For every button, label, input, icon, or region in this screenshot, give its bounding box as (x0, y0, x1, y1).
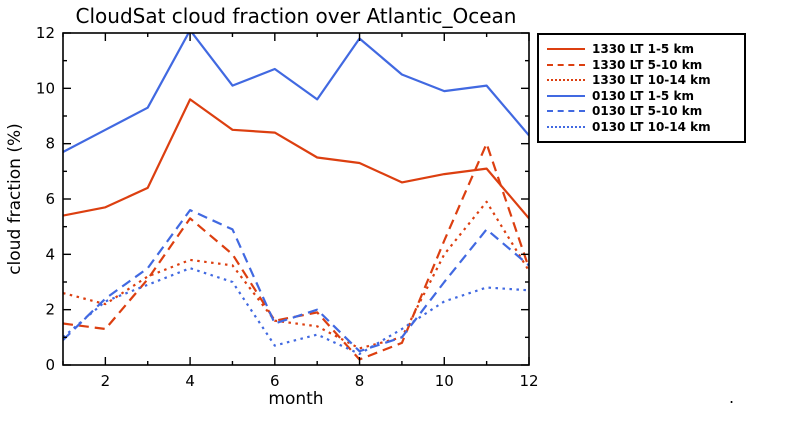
legend-line-sample (547, 63, 585, 66)
legend-line-sample (547, 48, 585, 50)
legend-label: 1330 LT 5-10 km (592, 57, 703, 72)
chart-title: CloudSat cloud fraction over Atlantic_Oc… (75, 4, 517, 28)
legend-line-sample (547, 94, 585, 97)
series-line-1 (63, 142, 529, 361)
legend-label: 0130 LT 5-10 km (592, 104, 703, 119)
legend-item: 1330 LT 5-10 km (547, 58, 738, 72)
legend-line-sample (547, 79, 585, 82)
legend-item: 1330 LT 1-5 km (547, 42, 738, 56)
series-line-0 (63, 98, 529, 220)
y-tick-label: 4 (45, 245, 55, 263)
legend: 1330 LT 1-5 km 1330 LT 5-10 km 1330 LT 1… (537, 33, 746, 143)
legend-item: 0130 LT 1-5 km (547, 89, 738, 103)
plot-border (62, 32, 530, 366)
y-tick-label: 10 (36, 79, 55, 97)
y-tick-label: 12 (36, 24, 55, 42)
x-tick-label: 2 (101, 372, 111, 390)
x-tick-label: 4 (185, 372, 195, 390)
y-tick-label: 6 (45, 190, 55, 208)
x-tick-label: 8 (355, 372, 365, 390)
series-line-3 (63, 33, 529, 153)
legend-label: 0130 LT 10-14 km (592, 119, 711, 134)
legend-item: 0130 LT 10-14 km (547, 120, 738, 134)
x-axis-label: month (268, 389, 324, 409)
series-line-2 (63, 200, 529, 350)
y-tick-label: 2 (45, 301, 55, 319)
legend-label: 0130 LT 1-5 km (592, 88, 694, 103)
series-line-5 (63, 267, 529, 355)
y-axis-label: cloud fraction (%) (5, 123, 25, 275)
y-tick-label: 0 (45, 356, 55, 374)
y-tick-label: 8 (45, 135, 55, 153)
legend-line-sample (547, 125, 585, 128)
legend-label: 1330 LT 1-5 km (592, 42, 694, 56)
legend-line-sample (547, 110, 585, 113)
legend-label: 1330 LT 10-14 km (592, 73, 711, 88)
x-tick-label: 10 (435, 372, 454, 390)
series-line-4 (63, 209, 529, 353)
legend-item: 1330 LT 10-14 km (547, 73, 738, 87)
x-tick-label: 12 (519, 372, 538, 390)
stray-mark: . (729, 388, 735, 407)
legend-item: 0130 LT 5-10 km (547, 104, 738, 118)
x-tick-label: 6 (270, 372, 280, 390)
